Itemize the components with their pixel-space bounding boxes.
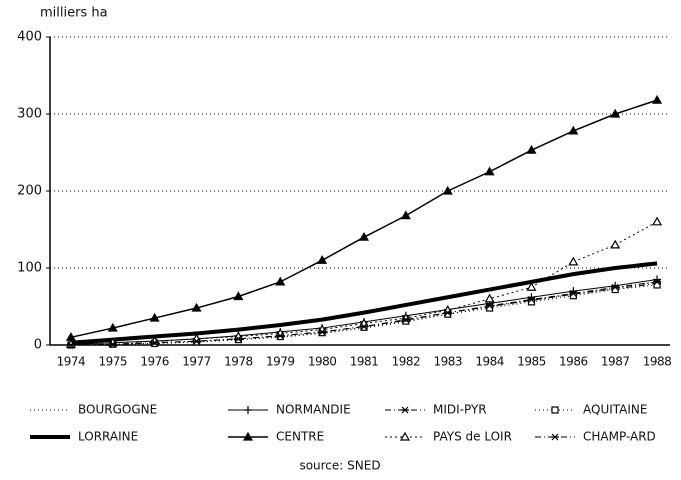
point-marker bbox=[652, 216, 663, 226]
y-tick-label: 300 bbox=[17, 107, 42, 122]
point-marker bbox=[526, 282, 537, 291]
legend-label: PAYS de LOIR bbox=[433, 430, 512, 444]
legend-marker bbox=[551, 406, 559, 414]
point-marker bbox=[442, 185, 453, 195]
x-tick-label: 1981 bbox=[350, 355, 379, 369]
point-marker bbox=[569, 289, 578, 297]
point-marker bbox=[484, 293, 495, 303]
x-tick-label: 1983 bbox=[433, 355, 462, 369]
x-tick-label: 1978 bbox=[224, 355, 253, 369]
point-marker bbox=[233, 291, 244, 301]
point-marker bbox=[150, 339, 159, 347]
legend-label: CHAMP-ARD bbox=[583, 430, 656, 444]
point-marker bbox=[66, 341, 75, 349]
legend-label: CENTRE bbox=[276, 430, 324, 444]
point-marker bbox=[317, 255, 328, 264]
point-marker bbox=[653, 281, 661, 289]
y-tick-label: 0 bbox=[34, 338, 42, 353]
legend-label: AQUITAINE bbox=[583, 403, 647, 417]
legend-marker bbox=[242, 431, 254, 441]
legend-label: NORMANDIE bbox=[276, 403, 351, 417]
series-line bbox=[70, 99, 658, 339]
y-axis-label: milliers ha bbox=[40, 6, 108, 21]
y-tick-label: 400 bbox=[17, 30, 42, 45]
point-marker bbox=[652, 94, 663, 104]
point-marker bbox=[526, 144, 537, 154]
point-marker bbox=[275, 276, 286, 286]
y-tick-label: 200 bbox=[17, 184, 42, 199]
source-note: source: SNED bbox=[299, 459, 380, 473]
point-marker bbox=[149, 312, 160, 322]
point-marker bbox=[611, 283, 620, 291]
point-marker bbox=[107, 322, 118, 332]
point-marker bbox=[527, 296, 536, 303]
point-marker bbox=[610, 239, 621, 249]
point-marker bbox=[484, 166, 495, 176]
point-marker bbox=[276, 332, 285, 340]
point-marker bbox=[234, 335, 243, 343]
x-tick-label: 1982 bbox=[392, 355, 421, 369]
point-marker bbox=[610, 108, 621, 118]
point-marker bbox=[401, 316, 410, 324]
legend-marker bbox=[401, 406, 409, 414]
point-marker bbox=[318, 328, 327, 336]
x-tick-label: 1977 bbox=[182, 355, 211, 369]
point-marker bbox=[568, 256, 579, 266]
x-tick-label: 1980 bbox=[308, 355, 337, 369]
point-marker bbox=[358, 231, 370, 241]
point-marker bbox=[108, 340, 117, 348]
x-tick-label: 1975 bbox=[99, 355, 128, 369]
y-tick-label: 100 bbox=[17, 261, 42, 276]
x-tick-label: 1976 bbox=[140, 355, 169, 369]
point-marker bbox=[568, 125, 579, 135]
x-tick-label: 1984 bbox=[475, 355, 504, 369]
x-tick-label: 1974 bbox=[57, 355, 86, 369]
legend-label: BOURGOGNE bbox=[78, 403, 157, 417]
point-marker bbox=[443, 309, 452, 317]
point-marker bbox=[485, 302, 494, 310]
point-marker bbox=[191, 302, 202, 312]
x-tick-label: 1988 bbox=[643, 355, 672, 369]
legend-marker bbox=[399, 431, 411, 441]
legend-marker bbox=[244, 406, 252, 414]
legend-label: MIDI-PYR bbox=[433, 403, 487, 417]
series-line bbox=[70, 261, 658, 345]
legend-marker bbox=[551, 433, 559, 441]
point-marker bbox=[192, 337, 201, 345]
point-marker bbox=[360, 323, 368, 330]
x-tick-label: 1985 bbox=[517, 355, 546, 369]
legend-label: LORRAINE bbox=[78, 430, 138, 444]
x-tick-label: 1979 bbox=[266, 355, 295, 369]
point-marker bbox=[400, 210, 411, 220]
point-marker bbox=[653, 278, 662, 286]
x-tick-label: 1987 bbox=[601, 355, 630, 369]
x-tick-label: 1986 bbox=[559, 355, 588, 369]
